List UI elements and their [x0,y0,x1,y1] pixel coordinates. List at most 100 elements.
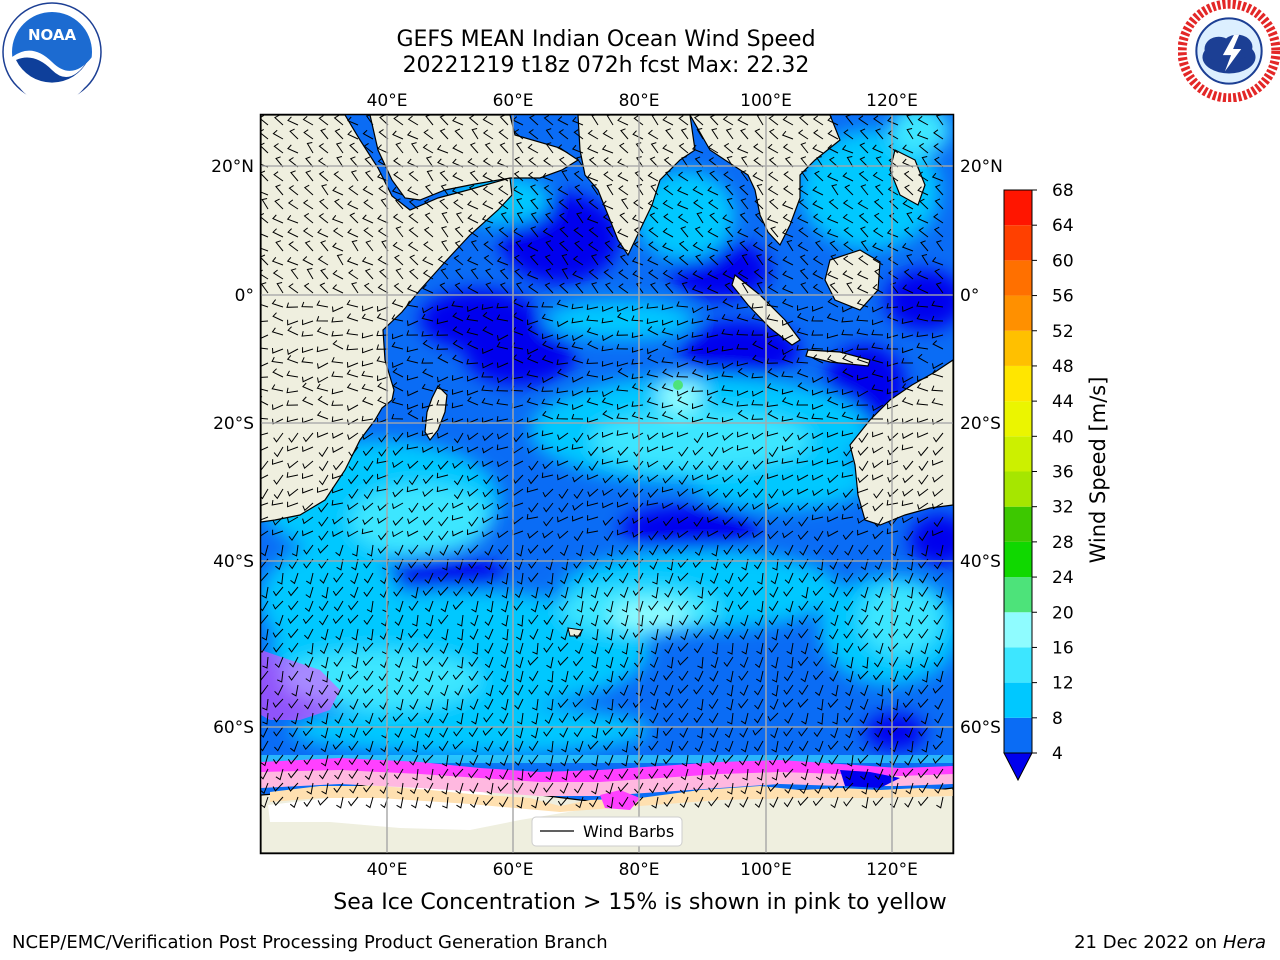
wind-barb [887,116,899,126]
wind-barb [796,400,808,406]
wind-barb [499,142,509,154]
wind-barb [273,171,284,182]
wind-barb [468,558,479,569]
wind-barb [801,754,809,767]
wind-barb [513,128,524,140]
wind-barb [634,782,644,794]
wind-barb [721,328,734,336]
wind-barb [605,558,614,571]
wind-barb [377,530,389,541]
wind-barb [586,397,599,406]
wind-barb [859,128,869,140]
wind-barb [271,384,284,392]
wind-barb [437,572,449,583]
wind-barb [783,185,794,196]
wind-barb [752,390,764,397]
wind-barb [408,227,419,238]
wind-barb [466,327,479,336]
wind-barb [545,558,554,571]
wind-barb [571,444,584,450]
wind-barb [739,656,749,669]
wind-barb [559,240,569,252]
wind-barb [422,516,434,526]
wind-barb [334,768,344,780]
wind-barb [290,268,299,280]
wind-barb [634,544,644,556]
wind-barb [617,116,629,126]
wind-barb [558,684,569,696]
wind-barb [800,170,809,182]
wind-barb [467,389,479,396]
wind-barb [261,642,269,654]
wind-barb [332,586,344,597]
wind-barb [902,488,914,497]
wind-barb [586,370,599,378]
wind-barb [619,254,629,266]
wind-barb [812,227,824,238]
wind-barb [603,157,614,168]
wind-barb [482,326,494,336]
wind-barb [692,446,704,456]
wind-barb [286,302,299,308]
wind-barb [393,474,404,486]
wind-barb [287,782,299,792]
wind-barb [916,342,929,350]
wind-barb [543,726,554,737]
wind-barb [481,372,494,378]
wind-barb [437,586,449,596]
wind-barb [438,530,449,541]
se-asia-landmass [689,115,841,247]
wind-barb [677,431,689,438]
wind-barb [663,782,674,793]
wind-barb [859,712,869,724]
wind-barb [484,614,494,626]
wind-barb [740,128,749,140]
wind-barb [436,305,449,312]
lat-labels-left: 20°N 0° 20°S 40°S 60°S [211,157,254,738]
wind-barb [902,432,914,439]
wind-barb [679,782,689,795]
wind-barb [874,726,884,738]
wind-barb [782,320,794,326]
wind-barb [768,446,779,458]
wind-barb [301,301,314,308]
wind-barb [887,129,899,140]
wind-barb [441,628,449,641]
wind-barb [604,254,614,266]
wind-barb [740,782,749,795]
wind-barb [737,116,749,126]
wind-barb [261,228,269,238]
wind-barb [557,432,569,441]
lat-label: 0° [235,286,254,306]
wind-barb [722,362,734,370]
wind-barb [287,319,299,326]
wind-barb [332,530,344,537]
wind-barb [482,516,494,524]
wind-barb [485,558,494,571]
wind-barb [396,698,404,711]
wind-barb [541,398,554,406]
wind-barb [692,270,704,280]
wind-barb [272,516,284,526]
wind-barb [407,712,419,723]
wind-barb [842,199,854,210]
wind-barb [603,586,614,598]
wind-barb [559,212,569,224]
wind-barb [723,558,734,569]
wind-barb [932,340,944,350]
wind-barb [261,572,269,582]
wind-barb [378,185,389,196]
wind-barb [800,670,809,683]
wind-barb [618,726,629,737]
wind-barb [782,213,794,224]
wind-barb [826,412,839,420]
wind-barb [574,572,584,584]
wind-barb [648,227,659,238]
wind-barb [482,129,494,140]
wind-barb [571,317,584,324]
wind-barb [710,768,719,781]
wind-barb [829,282,839,294]
wind-barb [408,572,419,583]
wind-barb [557,368,569,378]
wind-barb [710,558,719,571]
